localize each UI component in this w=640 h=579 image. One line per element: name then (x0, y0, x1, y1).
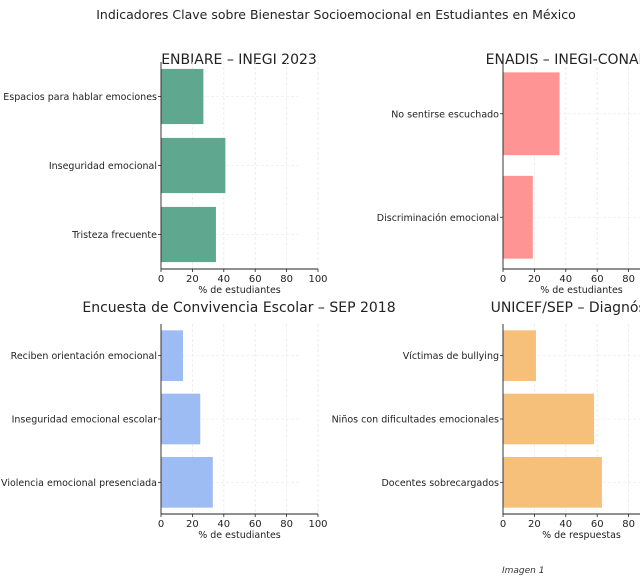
chart-panel-3: Encuesta de Convivencia Escolar – SEP 20… (1, 300, 396, 541)
y-tick-label: Inseguridad emocional (49, 161, 157, 172)
bar (161, 457, 213, 508)
x-tick-label: 60 (249, 274, 262, 285)
bar (161, 206, 216, 263)
x-tick-label: 20 (186, 519, 199, 530)
x-tick-label: 40 (217, 274, 230, 285)
y-tick-label: Violencia emocional presenciada (1, 478, 157, 489)
x-tick-label: 40 (217, 519, 230, 530)
x-tick-label: 60 (591, 274, 604, 285)
y-tick-label: Espacios para hablar emociones (3, 92, 157, 103)
y-tick-label: Docentes sobrecargados (381, 478, 499, 489)
chart-panel-2: ENADIS – INEGI-CONAPRED No sentirse escuc… (377, 52, 640, 296)
x-tick-label: 80 (622, 519, 635, 530)
x-tick-label: 40 (559, 519, 572, 530)
bar (161, 393, 201, 445)
x-axis-label: % de estudiantes (198, 285, 281, 296)
y-tick-label: Víctimas de bullying (403, 351, 499, 362)
bar (503, 175, 533, 259)
x-tick-label: 100 (308, 519, 327, 530)
x-tick-label: 20 (186, 274, 199, 285)
bar (503, 457, 602, 508)
x-axis-label: % de estudiantes (198, 530, 281, 541)
y-tick-label: Niños con dificultades emocionales (332, 415, 499, 426)
x-tick-label: 0 (500, 519, 506, 530)
chart-panel-4: UNICEF/SEP – Diagnóstico Víctimas de bull… (332, 300, 640, 541)
y-tick-label: Inseguridad emocional escolar (12, 415, 157, 426)
y-tick-label: No sentirse escuchado (391, 109, 499, 120)
chart-title: ENBIARE – INEGI 2023 (161, 52, 317, 68)
x-tick-label: 60 (591, 519, 604, 530)
bar (161, 137, 226, 194)
x-tick-label: 0 (158, 274, 164, 285)
chart-title: Encuesta de Convivencia Escolar – SEP 20… (82, 300, 395, 316)
y-tick-label: Tristeza frecuente (71, 230, 157, 241)
chart-title: UNICEF/SEP – Diagnóstico (491, 300, 640, 316)
x-tick-label: 20 (528, 519, 541, 530)
x-tick-label: 60 (249, 519, 262, 530)
y-tick-label: Discriminación emocional (377, 213, 499, 224)
x-tick-label: 40 (559, 274, 572, 285)
x-tick-label: 100 (308, 274, 327, 285)
x-tick-label: 80 (622, 274, 635, 285)
bar (503, 330, 536, 381)
chart-panel-1: ENBIARE – INEGI 2023 Espacios para hablar… (3, 52, 327, 296)
x-tick-label: 0 (158, 519, 164, 530)
x-axis-label: % de respuestas (542, 530, 621, 541)
bar (503, 72, 560, 156)
x-tick-label: 80 (280, 274, 293, 285)
bar (161, 68, 204, 125)
bar (503, 393, 595, 445)
x-tick-label: 20 (528, 274, 541, 285)
figure-caption: Imagen 1 (502, 566, 545, 576)
x-tick-label: 80 (280, 519, 293, 530)
figure-title: Indicadores Clave sobre Bienestar Socioe… (96, 7, 576, 22)
y-tick-label: Reciben orientación emocional (11, 351, 157, 362)
x-axis-label: % de estudiantes (540, 285, 623, 296)
chart-title: ENADIS – INEGI-CONAPRED (486, 52, 640, 68)
bar (161, 330, 183, 381)
x-tick-label: 0 (500, 274, 506, 285)
